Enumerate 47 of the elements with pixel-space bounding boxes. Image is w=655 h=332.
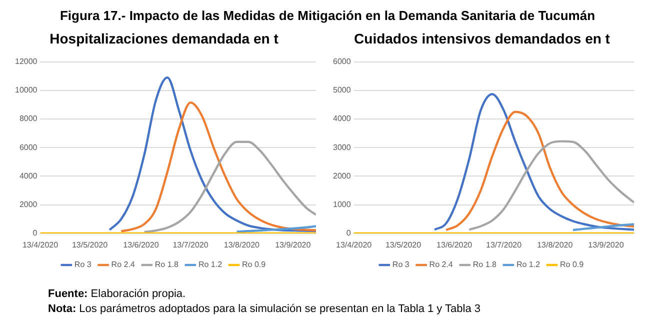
legend-label: Ro 2.4 <box>429 260 454 270</box>
x-tick-label: 13/5/2020 <box>385 240 422 250</box>
y-tick-label: 5000 <box>333 86 352 95</box>
text: Figura 17.- Impacto de las Medidas de Mitigación en la Demanda Sanitaria de Tucumán <box>58 8 596 23</box>
y-tick-label: 2000 <box>19 200 38 210</box>
x-tick-label: 13/9/2020 <box>275 240 312 250</box>
line-series <box>468 140 634 231</box>
x-tick-label: 13/8/2020 <box>537 240 574 250</box>
legend-label: Ro 3 <box>74 260 92 270</box>
line-series <box>120 101 316 232</box>
legend-label: Ro 1.2 <box>198 260 223 270</box>
line-series <box>108 76 316 232</box>
y-tick-label: 0 <box>346 228 352 238</box>
y-tick-label: 3000 <box>333 142 352 152</box>
legend-label: Ro 0.9 <box>560 260 584 270</box>
line-series <box>143 140 316 234</box>
legend-label: Ro 1.2 <box>516 260 541 270</box>
x-tick-label: 13/5/2020 <box>72 240 108 250</box>
y-tick-label: 0 <box>32 228 38 238</box>
x-tick-label: 13/6/2020 <box>123 240 160 250</box>
x-tick-label: 13/4/2020 <box>336 240 372 250</box>
line-series <box>445 110 634 232</box>
legend-label: Ro 3 <box>392 260 410 270</box>
x-tick-label: 13/7/2020 <box>486 240 522 250</box>
y-tick-label: 4000 <box>19 171 38 180</box>
line-series <box>433 93 634 231</box>
legend-label: Ro 1.8 <box>154 260 179 270</box>
text: Nota: Los parámetros adoptados para la simulación se presentan en la Tabla 1 y Tabla 3 <box>48 303 481 315</box>
y-tick-label: 1000 <box>333 200 352 210</box>
y-tick-label: 8000 <box>19 114 38 124</box>
x-tick-label: 13/8/2020 <box>224 240 260 250</box>
y-tick-label: 6000 <box>19 142 38 152</box>
y-tick-label: 6000 <box>333 57 352 66</box>
x-tick-label: 13/9/2020 <box>588 240 624 250</box>
y-tick-label: 12000 <box>14 57 38 66</box>
y-tick-label: 2000 <box>333 171 352 180</box>
legend-label: Ro 1.8 <box>472 260 497 270</box>
y-tick-label: 4000 <box>333 114 352 124</box>
x-tick-label: 13/7/2020 <box>172 240 209 250</box>
x-tick-label: 13/6/2020 <box>436 240 473 250</box>
source-note: Fuente: Elaboración propia. <box>48 288 186 300</box>
legend-label: Ro 2.4 <box>111 260 136 270</box>
legend-label: Ro 0.9 <box>242 260 266 270</box>
x-tick-label: 13/4/2020 <box>22 240 59 250</box>
y-tick-label: 10000 <box>14 86 38 95</box>
chart-title: Cuidados intensivos demandados en t <box>354 30 610 46</box>
chart-title: Hospitalizaciones demandada en t <box>50 30 279 46</box>
